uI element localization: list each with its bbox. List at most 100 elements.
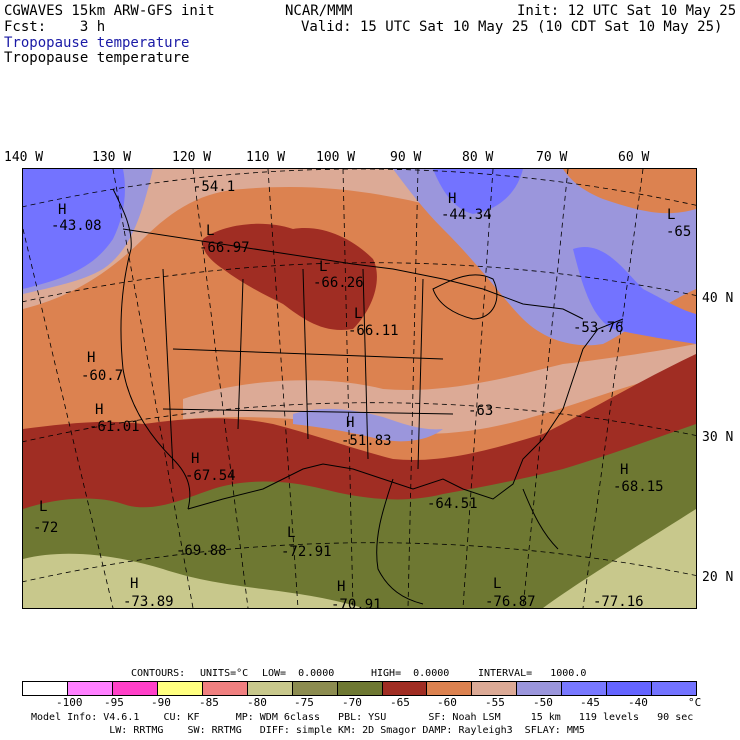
lon-label-130w: 130 W (92, 150, 132, 165)
extremum-value: -72.91 (281, 544, 332, 560)
map-canvas: H -43.08 -54.1 H -44.34 L -66.97 L -66.2… (23, 169, 696, 608)
graticule (23, 169, 696, 608)
contours-low: LOW= 0.0000 (262, 668, 335, 679)
legend-swatch (472, 682, 518, 695)
extremum-h: H (346, 415, 354, 431)
lon-label-110w: 110 W (246, 150, 286, 165)
extremum-value: -60.7 (81, 368, 123, 384)
extremum-l: L (287, 525, 295, 541)
legend-swatch (562, 682, 608, 695)
contours-interval: INTERVAL= 1000.0 (478, 668, 587, 679)
extremum-h: H (337, 579, 345, 595)
legend-swatch (247, 682, 293, 695)
legend-unit: °C (688, 696, 702, 709)
extremum-value: -67.54 (185, 468, 236, 484)
field-blue-hudson (433, 169, 523, 214)
extremum-value: -77.16 (593, 594, 644, 608)
legend-tick: -65 (390, 696, 410, 709)
model-info-line1: Model Info: V4.6.1 CU: KF MP: WDM 6class… (31, 712, 694, 723)
init-time: Init: 12 UTC Sat 10 May 25 (517, 3, 737, 19)
field-title: Tropopause temperature (4, 50, 190, 66)
extremum-l: L (206, 223, 214, 239)
legend-tick: -70 (342, 696, 362, 709)
extremum-h: H (191, 451, 199, 467)
legend-tick: -45 (580, 696, 600, 709)
extremum-value: -53.76 (573, 320, 624, 336)
contours-high: HIGH= 0.0000 (371, 668, 450, 679)
legend-tick: -95 (104, 696, 124, 709)
extremum-h: H (620, 462, 628, 478)
lon-label-140w: 140 W (4, 150, 44, 165)
extremum-h: H (95, 402, 103, 418)
legend-swatch (23, 682, 68, 695)
lat-label-30n: 30 N (702, 430, 734, 445)
legend-swatch (112, 682, 158, 695)
field-khaki-sw (23, 553, 363, 608)
legend-tick: -90 (151, 696, 171, 709)
field-title-blue: Tropopause temperature (4, 35, 190, 51)
extremum-value: -76.87 (485, 594, 536, 608)
extremum-value: -61.01 (89, 419, 140, 435)
field-lavender-central (293, 408, 443, 442)
legend-swatch (427, 682, 473, 695)
extremum-h: H (130, 576, 138, 592)
extremum-value: -68.15 (613, 479, 664, 495)
lat-label-40n: 40 N (702, 291, 734, 306)
legend-tick: -60 (437, 696, 457, 709)
extremum-value: -66.97 (199, 240, 250, 256)
extremum-value: -51.83 (341, 433, 392, 449)
legend-swatch (292, 682, 338, 695)
extremum-h: H (58, 202, 66, 218)
legend-swatch (157, 682, 203, 695)
extremum-l: L (319, 259, 327, 275)
extremum-value: -44.34 (441, 207, 492, 223)
extremum-value: -72 (33, 520, 58, 536)
legend-tick: -55 (485, 696, 505, 709)
model-title: CGWAVES 15km ARW-GFS init (4, 3, 215, 19)
extremum-l: L (354, 306, 362, 322)
field-orange-ne (563, 169, 696, 214)
lat-label-20n: 20 N (702, 570, 734, 585)
extremum-value: -43.08 (51, 218, 102, 234)
legend-tick: -75 (294, 696, 314, 709)
extremum-value: -64.51 (427, 496, 478, 512)
lon-label-90w: 90 W (390, 150, 422, 165)
legend-tick: -40 (628, 696, 648, 709)
legend-swatch (202, 682, 248, 695)
lon-label-100w: 100 W (316, 150, 356, 165)
extremum-l: L (667, 207, 675, 223)
valid-time: Valid: 15 UTC Sat 10 May 25 (10 CDT Sat … (301, 19, 723, 35)
extremum-l: L (493, 576, 501, 592)
field-blue-ne-coast (573, 247, 696, 344)
tropopause-temperature-map: H -43.08 -54.1 H -44.34 L -66.97 L -66.2… (22, 168, 697, 609)
extremum-value: -70.91 (331, 597, 382, 608)
legend-swatch (652, 682, 697, 695)
legend-tick: -85 (199, 696, 219, 709)
forecast-hour: Fcst: 3 h (4, 19, 106, 35)
extremum-value: -63 (468, 403, 493, 419)
extremum-h: H (87, 350, 95, 366)
extremum-value: -69.88 (176, 543, 227, 559)
extremum-value: -65 (666, 224, 691, 240)
legend-tick: -50 (533, 696, 553, 709)
lon-label-60w: 60 W (618, 150, 650, 165)
lon-label-80w: 80 W (462, 150, 494, 165)
extremum-value: -66.26 (313, 275, 364, 291)
extremum-value: -66.11 (348, 323, 399, 339)
model-info-line2: LW: RRTMG SW: RRTMG DIFF: simple KM: 2D … (31, 725, 585, 736)
legend-swatch (337, 682, 383, 695)
legend-tick: -80 (247, 696, 267, 709)
extremum-h: H (448, 191, 456, 207)
legend-swatch (382, 682, 428, 695)
field-khaki-se-inner (603, 559, 696, 608)
color-legend-bar (22, 681, 697, 696)
extremum-l: L (39, 499, 47, 515)
field-olive-south (23, 424, 696, 608)
lon-label-120w: 120 W (172, 150, 212, 165)
legend-tick: -100 (56, 696, 83, 709)
extremum-value: -73.89 (123, 594, 174, 608)
lon-label-70w: 70 W (536, 150, 568, 165)
extrema-labels: H -43.08 -54.1 H -44.34 L -66.97 L -66.2… (33, 179, 691, 608)
org-label: NCAR/MMM (285, 3, 353, 19)
extremum-value: -54.1 (193, 179, 235, 195)
